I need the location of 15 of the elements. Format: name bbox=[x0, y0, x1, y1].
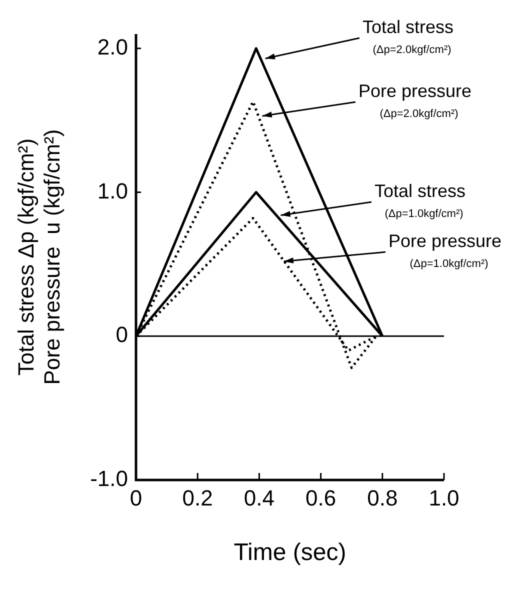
annotation: Total stress (Δp=1.0kgf/cm²) bbox=[374, 180, 466, 220]
x-tick-label: 0.8 bbox=[367, 485, 398, 510]
y-tick-label: 0 bbox=[116, 322, 128, 348]
x-tick-label: 0.2 bbox=[182, 485, 213, 510]
y-tick-label: 2.0 bbox=[97, 34, 128, 60]
y-tick-label: -1.0 bbox=[90, 466, 128, 492]
y-tick-label: 1.0 bbox=[97, 178, 128, 204]
x-axis-title: Time (sec) bbox=[234, 539, 346, 566]
y-axis-title: Total stress Δp (kgf/cm²) Pore pressure u (kgf/cm²) bbox=[13, 129, 65, 385]
annotation: Total stress (Δp=2.0kgf/cm²) bbox=[362, 16, 454, 56]
x-tick-label: 0.4 bbox=[244, 485, 274, 510]
annotation: Pore pressure (Δp=2.0kgf/cm²) bbox=[358, 80, 472, 120]
annotation: Pore pressure (Δp=1.0kgf/cm²) bbox=[388, 230, 502, 270]
x-tick-label: 1.0 bbox=[428, 485, 460, 510]
x-tick-label: 0.6 bbox=[306, 485, 336, 510]
